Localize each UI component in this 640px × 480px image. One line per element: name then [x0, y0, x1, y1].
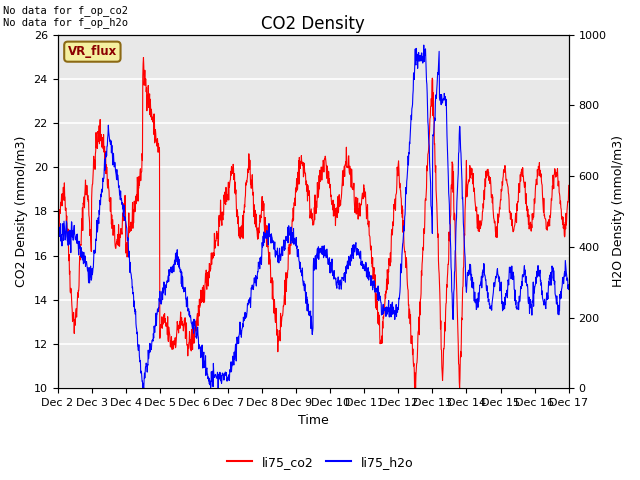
Line: li75_co2: li75_co2 [58, 58, 569, 388]
li75_h2o [345, 253, 353, 259]
li75_h2o [93, 228, 101, 233]
Y-axis label: CO2 Density (mmol/m3): CO2 Density (mmol/m3) [15, 136, 28, 287]
li75_co2 [140, 55, 147, 60]
Line: li75_h2o: li75_h2o [58, 45, 569, 388]
li75_h2o [420, 42, 428, 48]
li75_co2 [271, 305, 278, 311]
li75_co2 [114, 231, 122, 237]
li75_h2o [291, 240, 298, 246]
li75_h2o [139, 385, 147, 391]
Legend: li75_co2, li75_h2o: li75_co2, li75_h2o [221, 451, 419, 474]
li75_h2o [565, 287, 573, 292]
X-axis label: Time: Time [298, 414, 328, 427]
li75_co2 [345, 153, 353, 159]
li75_co2 [93, 140, 101, 145]
li75_h2o [282, 241, 289, 247]
li75_co2 [291, 203, 298, 208]
li75_co2 [565, 182, 573, 188]
Text: No data for f_op_co2
No data for f_op_h2o: No data for f_op_co2 No data for f_op_h2… [3, 5, 128, 28]
li75_co2 [282, 302, 289, 308]
Text: VR_flux: VR_flux [68, 45, 117, 58]
li75_h2o [271, 239, 278, 245]
li75_co2 [54, 250, 61, 255]
Y-axis label: H2O Density (mmol/m3): H2O Density (mmol/m3) [612, 135, 625, 288]
li75_h2o [114, 172, 122, 178]
Title: CO2 Density: CO2 Density [261, 15, 365, 33]
li75_co2 [411, 385, 419, 391]
li75_h2o [54, 226, 61, 231]
